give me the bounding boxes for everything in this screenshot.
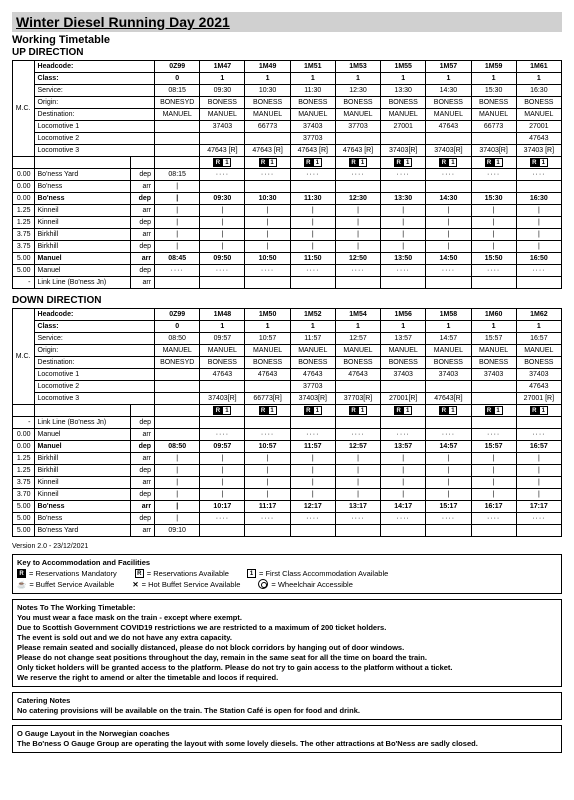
notes-box: Notes To The Working Timetable: You must… [12, 599, 562, 687]
ogauge-1: The Bo'ness O Gauge Group are operating … [17, 739, 557, 748]
key-res-mandatory: R = Reservations Mandatory [17, 569, 117, 578]
note-7: We reserve the right to amend or alter t… [17, 673, 557, 682]
ogauge-box: O Gauge Layout in the Norwegian coaches … [12, 725, 562, 753]
note-5: Please do not change seat positions thro… [17, 653, 557, 662]
hot-icon: ✕ [132, 580, 138, 589]
subtitle: Working Timetable [12, 34, 562, 46]
r-icon-filled: R [17, 569, 26, 578]
down-heading: DOWN DIRECTION [12, 295, 562, 306]
title-bar: Winter Diesel Running Day 2021 [12, 12, 562, 32]
key-res-available: R = Reservations Available [135, 569, 229, 578]
version-text: Version 2.0 - 23/12/2021 [12, 543, 562, 550]
key-buffet: ☕ = Buffet Service Available [17, 580, 114, 589]
note-2: Due to Scottish Government COVID19 restr… [17, 623, 557, 632]
notes-title: Notes To The Working Timetable: [17, 603, 557, 612]
note-4: Please remain seated and socially distan… [17, 643, 557, 652]
buffet-icon: ☕ [17, 580, 26, 589]
r-icon: R [135, 569, 144, 578]
key-hot-buffet: ✕ = Hot Buffet Service Available [132, 580, 240, 589]
one-icon: 1 [247, 569, 256, 578]
key-box: Key to Accommodation and Facilities R = … [12, 554, 562, 594]
up-table: M.C.Headcode:0Z991M471M491M511M531M551M5… [12, 60, 562, 289]
key-wheelchair: = Wheelchair Accessible [258, 579, 353, 589]
note-1: You must wear a face mask on the train -… [17, 613, 557, 622]
page-title: Winter Diesel Running Day 2021 [16, 14, 558, 30]
key-title: Key to Accommodation and Facilities [17, 558, 557, 567]
down-table: M.C.Headcode:0Z991M481M501M521M541M561M5… [12, 308, 562, 537]
catering-1: No catering provisions will be available… [17, 706, 557, 715]
note-6: Only ticket holders will be granted acce… [17, 663, 557, 672]
key-first-class: 1 = First Class Accommodation Available [247, 569, 388, 578]
note-3: The event is sold out and we do not have… [17, 633, 557, 642]
up-heading: UP DIRECTION [12, 47, 562, 58]
wheelchair-icon [258, 579, 268, 589]
ogauge-title: O Gauge Layout in the Norwegian coaches [17, 729, 557, 738]
catering-box: Catering Notes No catering provisions wi… [12, 692, 562, 720]
catering-title: Catering Notes [17, 696, 557, 705]
